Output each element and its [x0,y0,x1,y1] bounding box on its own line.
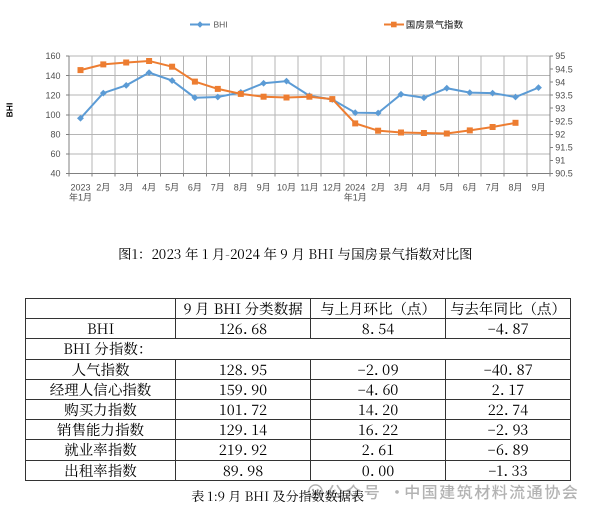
svg-text:2023: 2023 [70,183,90,193]
svg-text:8月: 8月 [234,183,248,193]
svg-text:2月: 2月 [96,183,110,193]
svg-text:93.5: 93.5 [555,90,573,100]
svg-text:94: 94 [555,77,565,87]
svg-text:11月: 11月 [300,183,318,193]
svg-text:BHI: BHI [214,20,228,30]
svg-text:6月: 6月 [188,183,202,193]
svg-text:91: 91 [555,156,565,166]
svg-text:3月: 3月 [119,183,133,193]
svg-text:3月: 3月 [394,183,408,193]
svg-text:40: 40 [50,169,60,179]
svg-text:4月: 4月 [417,183,431,193]
svg-text:年1月: 年1月 [69,192,92,203]
svg-text:7月: 7月 [486,183,500,193]
svg-text:7月: 7月 [211,183,225,193]
svg-text:160: 160 [45,51,60,61]
svg-text:94.5: 94.5 [555,64,573,74]
svg-text:2024: 2024 [345,183,365,193]
svg-text:年1月: 年1月 [344,192,367,203]
svg-text:2月: 2月 [371,183,385,193]
svg-text:100: 100 [45,110,60,120]
svg-text:BHI: BHI [5,103,15,118]
svg-text:4月: 4月 [142,183,156,193]
svg-text:140: 140 [45,71,60,81]
svg-text:93: 93 [555,103,565,113]
svg-text:国房景气指数: 国房景气指数 [406,17,464,31]
svg-text:8月: 8月 [508,183,522,193]
svg-text:91.5: 91.5 [555,143,573,153]
svg-text:60: 60 [50,149,60,159]
svg-text:92: 92 [555,130,565,140]
svg-text:95: 95 [555,51,565,61]
svg-text:9月: 9月 [531,183,545,193]
svg-text:10月: 10月 [277,183,296,193]
svg-text:6月: 6月 [463,183,477,193]
svg-text:80: 80 [50,130,60,140]
svg-text:120: 120 [45,90,60,100]
svg-text:90.5: 90.5 [555,169,573,179]
svg-text:12月: 12月 [323,183,342,193]
svg-text:92.5: 92.5 [555,117,573,127]
svg-text:5月: 5月 [165,183,179,193]
svg-text:5月: 5月 [440,183,454,193]
svg-text:9月: 9月 [257,183,271,193]
